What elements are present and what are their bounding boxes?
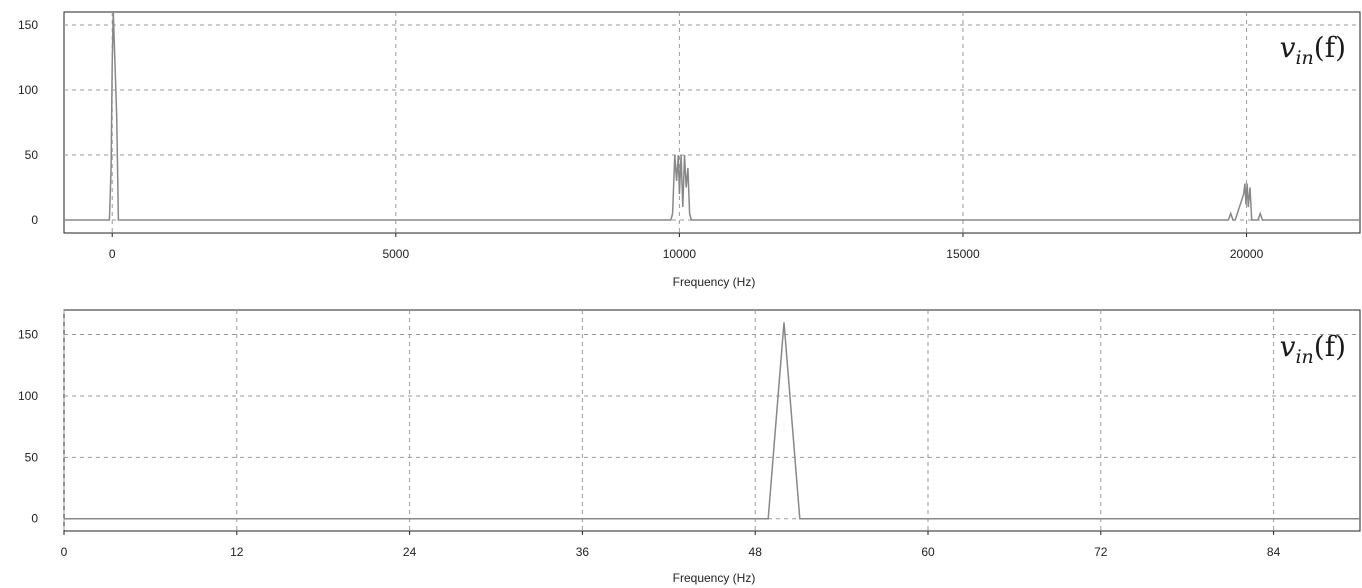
y-tick-label: 50	[25, 450, 39, 464]
y-tick-label: 100	[18, 83, 38, 97]
x-tick-label: 0	[109, 247, 116, 261]
x-axis-label: Frequency (Hz)	[673, 275, 756, 289]
x-tick-label: 48	[749, 545, 763, 559]
x-tick-label: 60	[921, 545, 935, 559]
spectrum-trace	[64, 322, 1360, 520]
x-tick-label: 20000	[1230, 247, 1264, 261]
y-tick-label: 0	[31, 512, 38, 526]
plot-frame	[63, 11, 1361, 234]
x-tick-label: 10000	[663, 247, 697, 261]
x-tick-label: 5000	[382, 247, 409, 261]
signal-label: vin(f)	[1280, 31, 1346, 69]
x-tick-label: 72	[1094, 545, 1108, 559]
y-tick-label: 150	[18, 18, 38, 32]
y-tick-label: 150	[18, 328, 38, 342]
y-tick-label: 100	[18, 389, 38, 403]
x-axis-label: Frequency (Hz)	[673, 571, 756, 585]
x-tick-label: 24	[403, 545, 417, 559]
x-tick-label: 15000	[946, 247, 980, 261]
x-tick-label: 12	[230, 545, 244, 559]
spectrum-trace	[64, 11, 1360, 221]
y-tick-label: 0	[31, 213, 38, 227]
plot-frame	[63, 309, 1361, 532]
x-tick-label: 0	[61, 545, 68, 559]
x-tick-label: 36	[576, 545, 590, 559]
x-tick-label: 84	[1267, 545, 1281, 559]
chart-top-spectrum: 0 5000 10000 15000 20000 0 50 100 150 Frequency…	[18, 11, 1361, 289]
signal-label: vin(f)	[1280, 330, 1346, 368]
chart-bottom-spectrum: 0 12 24 36 48 60 72 84 0 50 100 150 Frequency (Hz)…	[18, 309, 1361, 585]
y-tick-label: 50	[25, 148, 39, 162]
